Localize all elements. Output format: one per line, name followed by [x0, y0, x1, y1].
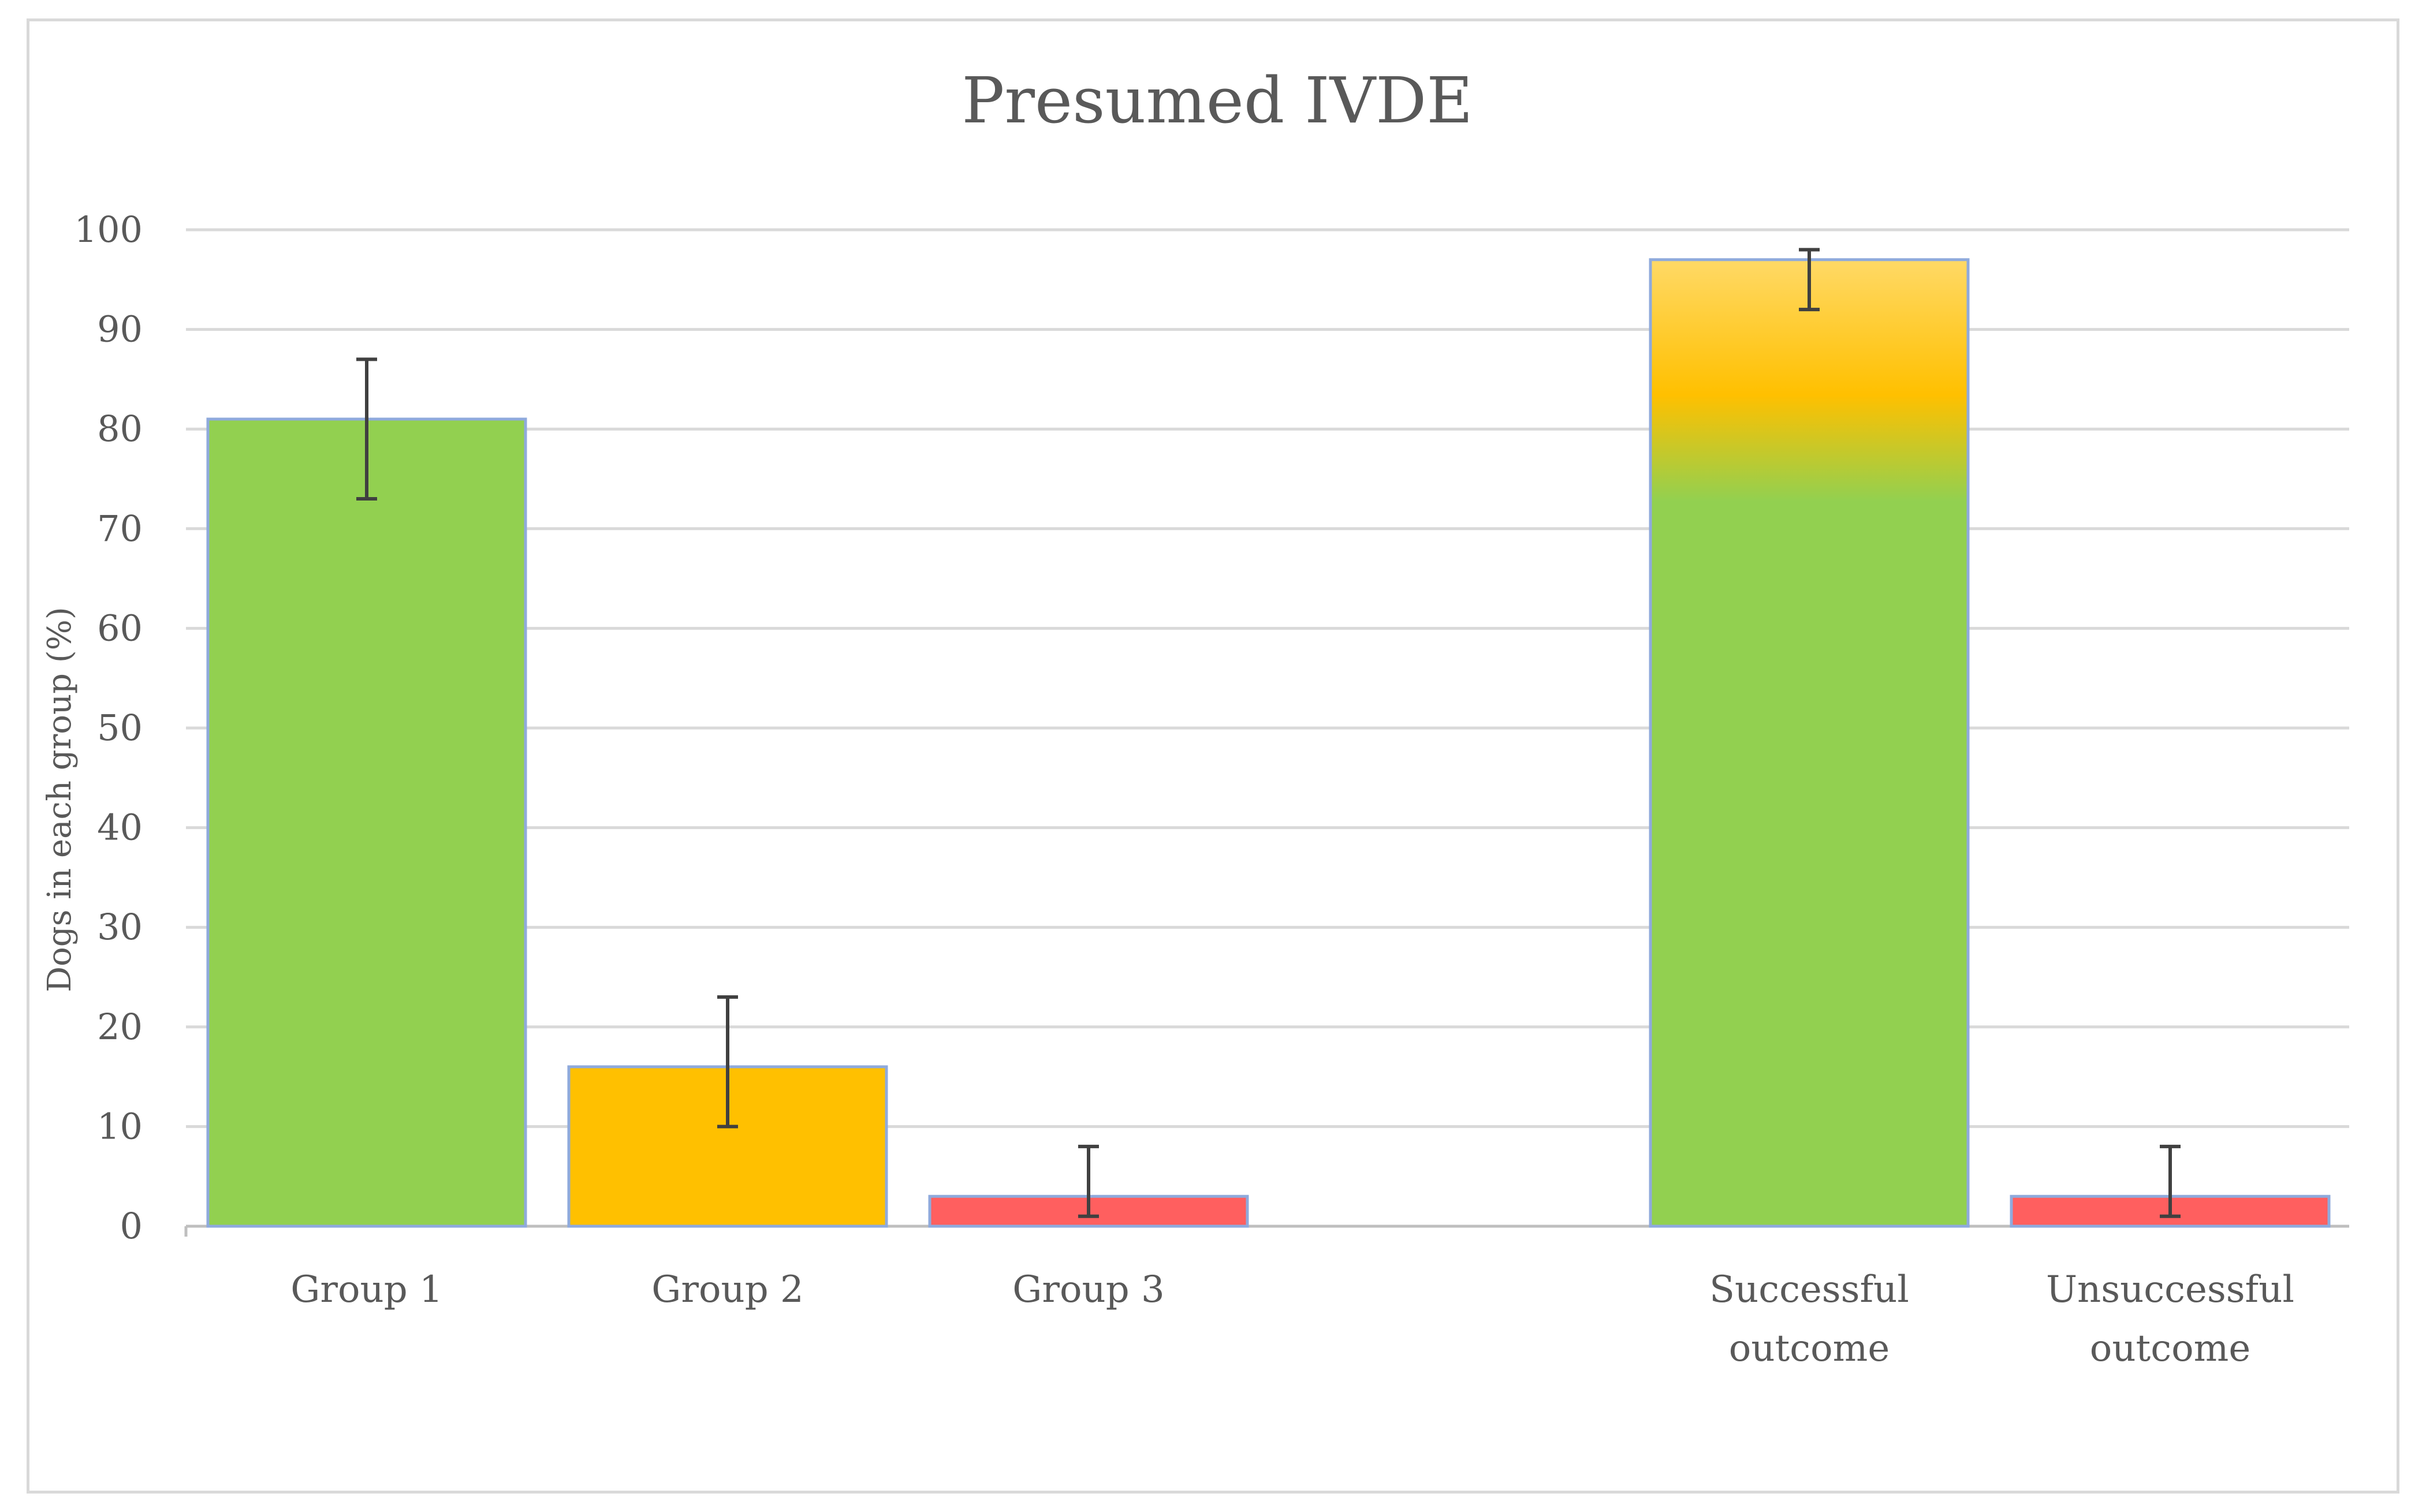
y-tick-labels: 0 10 20 30 40 50 60 70 80 90 100 — [74, 208, 143, 1247]
x-tick-labels: Group 1 Group 2 Group 3 Successful outcome Un… — [290, 1268, 2294, 1370]
x-tick-label: Group 2 — [651, 1268, 804, 1311]
y-tick-label: 70 — [97, 507, 143, 550]
y-tick-label: 100 — [74, 208, 143, 251]
bar — [206, 417, 527, 1228]
y-tick-label: 60 — [97, 607, 143, 649]
y-tick-label: 10 — [97, 1105, 143, 1147]
y-tick-label: 50 — [97, 707, 143, 749]
y-tick-label: 80 — [97, 408, 143, 450]
y-tick-label: 90 — [97, 308, 143, 350]
x-tick-label: Group 3 — [1012, 1268, 1165, 1311]
y-tick-label: 0 — [120, 1205, 143, 1247]
x-tick-label: Unsuccessful — [2046, 1268, 2294, 1311]
x-tick-label: outcome — [2090, 1327, 2250, 1370]
gridlines — [184, 228, 2349, 1237]
chart-title: Presumed IVDE — [962, 64, 1473, 137]
y-tick-label: 20 — [97, 1006, 143, 1048]
bars — [206, 258, 2331, 1228]
bar — [1649, 258, 1970, 1228]
error-bars — [356, 248, 2181, 1218]
x-tick-label: Successful — [1709, 1268, 1909, 1311]
y-tick-label: 40 — [97, 807, 143, 849]
y-axis-label: Dogs in each group (%) — [41, 607, 79, 992]
x-tick-label: Group 1 — [290, 1268, 443, 1311]
y-tick-label: 30 — [97, 906, 143, 948]
x-tick-label: outcome — [1729, 1327, 1890, 1370]
